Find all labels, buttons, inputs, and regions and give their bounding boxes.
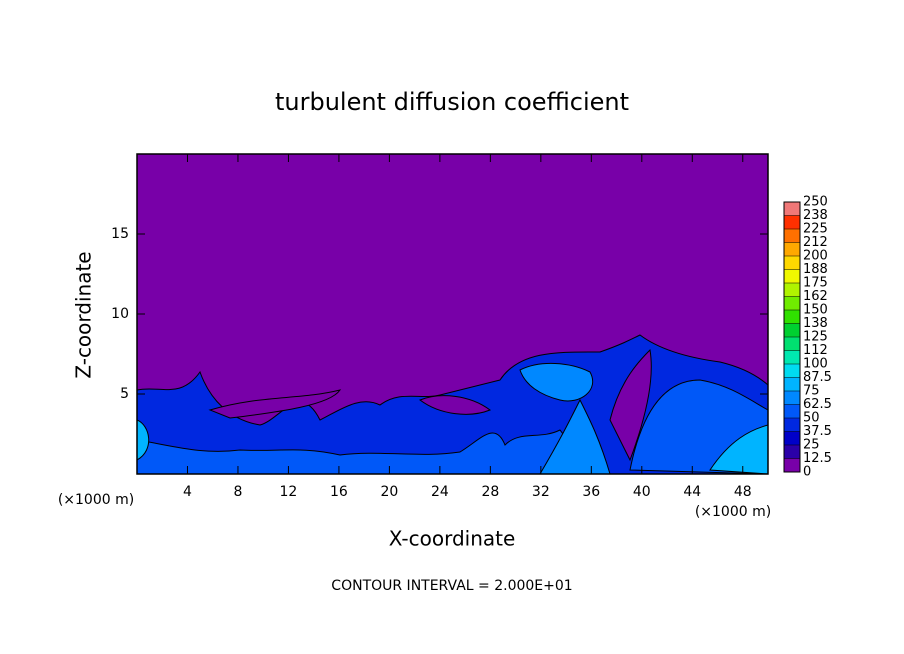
colorbar-band bbox=[784, 310, 800, 324]
x-tick-label: 16 bbox=[330, 484, 348, 500]
colorbar-band bbox=[784, 283, 800, 297]
colorbar-label: 12.5 bbox=[803, 451, 832, 466]
footer: CONTOUR INTERVAL = 2.000E+01 bbox=[331, 578, 572, 594]
y-tick-label: 10 bbox=[111, 306, 129, 322]
colorbar-band bbox=[784, 458, 800, 472]
colorbar-label: 162 bbox=[803, 289, 828, 304]
x-axis-label: X-coordinate bbox=[389, 527, 516, 551]
colorbar-label: 175 bbox=[803, 276, 828, 291]
y-unit-label: (×1000 m) bbox=[58, 492, 134, 508]
colorbar-band bbox=[784, 377, 800, 391]
colorbar-band bbox=[784, 445, 800, 459]
colorbar-label: 100 bbox=[803, 357, 828, 372]
x-unit-label: (×1000 m) bbox=[695, 504, 771, 520]
colorbar-label: 138 bbox=[803, 316, 828, 331]
colorbar-label: 25 bbox=[803, 438, 820, 453]
contour-field bbox=[137, 154, 768, 474]
colorbar-label: 250 bbox=[803, 195, 828, 210]
chart-title: turbulent diffusion coefficient bbox=[275, 88, 629, 116]
x-tick-label: 4 bbox=[183, 484, 192, 500]
x-tick-label: 36 bbox=[582, 484, 600, 500]
colorbar-label: 238 bbox=[803, 208, 828, 223]
colorbar-label: 150 bbox=[803, 303, 828, 318]
y-axis-label: Z-coordinate bbox=[72, 251, 96, 378]
colorbar-band bbox=[784, 364, 800, 378]
colorbar-label: 188 bbox=[803, 262, 828, 277]
colorbar-band bbox=[784, 323, 800, 337]
colorbar-band bbox=[784, 202, 800, 216]
colorbar-label: 212 bbox=[803, 235, 828, 250]
colorbar-label: 112 bbox=[803, 343, 828, 358]
colorbar-label: 125 bbox=[803, 330, 828, 345]
colorbar-band bbox=[784, 296, 800, 310]
colorbar-band bbox=[784, 242, 800, 256]
x-tick-label: 48 bbox=[734, 484, 752, 500]
colorbar-label: 225 bbox=[803, 222, 828, 237]
colorbar-band bbox=[784, 404, 800, 418]
colorbar-band bbox=[784, 418, 800, 432]
colorbar-band bbox=[784, 391, 800, 405]
x-tick-label: 32 bbox=[532, 484, 550, 500]
colorbar-band bbox=[784, 337, 800, 351]
colorbar-label: 200 bbox=[803, 249, 828, 264]
colorbar-band bbox=[784, 269, 800, 283]
colorbar-label: 50 bbox=[803, 411, 820, 426]
x-tick-label: 20 bbox=[380, 484, 398, 500]
colorbar-band bbox=[784, 215, 800, 229]
x-tick-label: 44 bbox=[683, 484, 701, 500]
colorbar-band bbox=[784, 431, 800, 445]
colorbar-band bbox=[784, 350, 800, 364]
colorbar-label: 37.5 bbox=[803, 424, 832, 439]
y-tick-label: 15 bbox=[111, 226, 129, 242]
x-tick-label: 12 bbox=[280, 484, 298, 500]
colorbar-label: 0 bbox=[803, 465, 811, 480]
x-tick-label: 24 bbox=[431, 484, 449, 500]
y-tick-label: 5 bbox=[120, 386, 129, 402]
colorbar-label: 87.5 bbox=[803, 370, 832, 385]
colorbar-label: 62.5 bbox=[803, 397, 832, 412]
x-tick-label: 40 bbox=[633, 484, 651, 500]
x-tick-label: 8 bbox=[233, 484, 242, 500]
colorbar-band bbox=[784, 229, 800, 243]
colorbar-label: 75 bbox=[803, 384, 820, 399]
colorbar-band bbox=[784, 256, 800, 270]
x-tick-label: 28 bbox=[481, 484, 499, 500]
